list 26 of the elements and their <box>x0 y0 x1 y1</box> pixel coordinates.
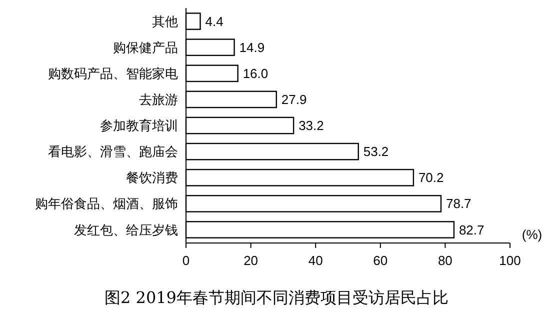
data-label: 33.2 <box>298 118 324 134</box>
data-label: 53.2 <box>363 144 389 160</box>
y-tick-label: 其他 <box>152 14 178 29</box>
data-label: 82.7 <box>458 222 484 238</box>
x-tick-label: 0 <box>182 253 190 268</box>
x-tick-label: 60 <box>373 253 388 268</box>
y-tick-label: 看电影、滑雪、跑庙会 <box>48 144 178 160</box>
x-tick-label: 80 <box>438 253 452 268</box>
x-tick-label: 40 <box>308 253 323 268</box>
y-tick-label: 购年俗食品、烟酒、服饰 <box>35 196 178 212</box>
text: 图2 2019年春节期间不同消费项目受访居民占比 <box>104 288 448 307</box>
y-tick-label: 去旅游 <box>139 92 178 107</box>
x-tick-label: 100 <box>499 253 521 268</box>
y-tick-label: 发红包、给压岁钱 <box>74 222 178 238</box>
data-label: 70.2 <box>418 170 444 186</box>
data-label: 27.9 <box>281 92 307 107</box>
y-tick-label: 购数码产品、智能家电 <box>48 66 178 81</box>
data-label: 14.9 <box>239 40 265 55</box>
y-tick-label: 购保健产品 <box>113 40 178 55</box>
data-label: 16.0 <box>242 66 268 81</box>
x-tick-label: 20 <box>244 253 258 268</box>
x-axis-title: (%) <box>522 227 542 242</box>
data-label: 4.4 <box>205 14 224 29</box>
y-tick-label: 参加教育培训 <box>100 118 178 134</box>
data-label: 78.7 <box>446 196 472 212</box>
y-tick-label: 餐饮消费 <box>126 170 178 186</box>
